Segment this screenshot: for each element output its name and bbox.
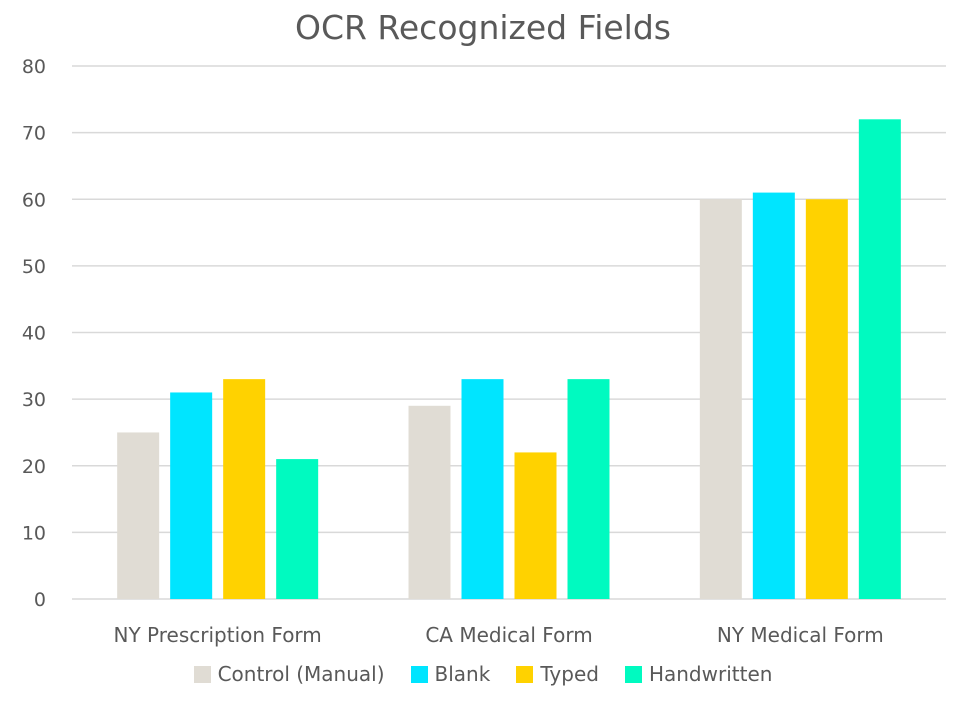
x-tick-label: NY Prescription Form bbox=[114, 623, 322, 647]
y-tick-label: 80 bbox=[22, 56, 46, 78]
bar bbox=[170, 392, 213, 599]
y-tick-label: 30 bbox=[22, 389, 46, 411]
bar bbox=[461, 379, 504, 599]
y-tick-label: 0 bbox=[34, 589, 46, 611]
bar bbox=[514, 452, 557, 599]
bar bbox=[567, 379, 610, 599]
bar bbox=[223, 379, 266, 599]
y-tick-label: 40 bbox=[22, 323, 46, 345]
legend-label: Handwritten bbox=[648, 662, 773, 686]
legend-label: Blank bbox=[434, 662, 491, 686]
legend-label: Control (Manual) bbox=[217, 662, 385, 686]
bar bbox=[699, 199, 742, 599]
legend-item: Typed bbox=[516, 662, 599, 686]
y-tick-label: 60 bbox=[22, 189, 46, 211]
x-tick-label: NY Medical Form bbox=[717, 623, 884, 647]
legend-swatch bbox=[516, 665, 534, 683]
y-tick-label: 70 bbox=[22, 123, 46, 145]
legend-label: Typed bbox=[540, 662, 599, 686]
bar bbox=[276, 459, 319, 599]
bar bbox=[805, 199, 848, 599]
bar bbox=[408, 405, 451, 599]
y-tick-label: 10 bbox=[22, 522, 46, 544]
bar bbox=[117, 432, 160, 599]
bar bbox=[752, 192, 795, 599]
y-tick-label: 50 bbox=[22, 256, 46, 278]
legend-swatch bbox=[410, 665, 428, 683]
bar bbox=[858, 119, 901, 600]
chart-title: OCR Recognized Fields bbox=[295, 8, 671, 47]
y-tick-label: 20 bbox=[22, 456, 46, 478]
legend-item: Handwritten bbox=[624, 662, 773, 686]
legend: Control (Manual) Blank Typed Handwritten bbox=[0, 662, 966, 686]
legend-item: Blank bbox=[410, 662, 491, 686]
legend-item: Control (Manual) bbox=[193, 662, 385, 686]
legend-swatch bbox=[624, 665, 642, 683]
legend-swatch bbox=[193, 665, 211, 683]
x-tick-label: CA Medical Form bbox=[425, 623, 592, 647]
